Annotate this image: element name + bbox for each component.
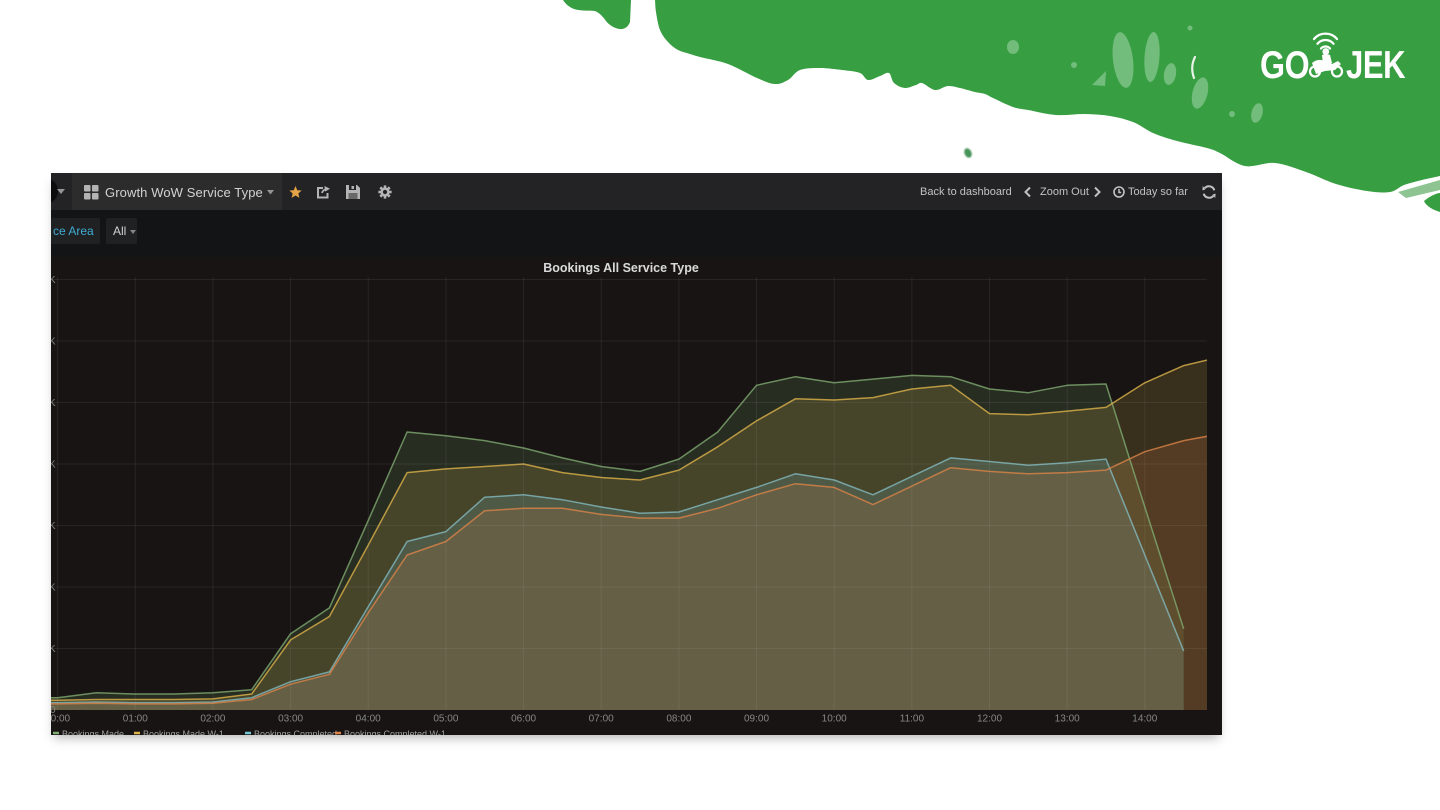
- svg-text:05:00: 05:00: [433, 714, 458, 725]
- svg-text:JEK: JEK: [1346, 44, 1406, 87]
- svg-text:30 K: 30 K: [51, 337, 56, 348]
- svg-text:20 K: 20 K: [51, 460, 56, 471]
- svg-text:07:00: 07:00: [589, 714, 614, 725]
- svg-text:08:00: 08:00: [666, 714, 691, 725]
- svg-text:Bookings Made: Bookings Made: [62, 729, 124, 735]
- svg-text:01:00: 01:00: [123, 714, 148, 725]
- svg-text:02:00: 02:00: [200, 714, 225, 725]
- svg-text:35 K: 35 K: [51, 275, 56, 286]
- svg-text:0: 0: [51, 705, 56, 716]
- svg-text:10:00: 10:00: [822, 714, 847, 725]
- svg-text:Bookings Completed W-1: Bookings Completed W-1: [344, 729, 446, 735]
- svg-text:Bookings Made W-1: Bookings Made W-1: [143, 729, 224, 735]
- svg-text:03:00: 03:00: [278, 714, 303, 725]
- svg-text:GO: GO: [1260, 43, 1309, 87]
- svg-text:00:00: 00:00: [51, 714, 71, 725]
- svg-text:5 K: 5 K: [51, 644, 56, 655]
- svg-text:13:00: 13:00: [1055, 714, 1080, 725]
- svg-text:Bookings Completed: Bookings Completed: [254, 729, 337, 735]
- svg-text:11:00: 11:00: [900, 714, 925, 725]
- svg-text:14:00: 14:00: [1132, 714, 1157, 725]
- svg-text:25 K: 25 K: [51, 398, 56, 409]
- svg-text:09:00: 09:00: [744, 714, 769, 725]
- svg-text:06:00: 06:00: [511, 714, 536, 725]
- svg-text:10 K: 10 K: [51, 583, 56, 594]
- svg-text:12:00: 12:00: [977, 714, 1002, 725]
- svg-text:15 K: 15 K: [51, 521, 56, 532]
- svg-text:04:00: 04:00: [356, 714, 381, 725]
